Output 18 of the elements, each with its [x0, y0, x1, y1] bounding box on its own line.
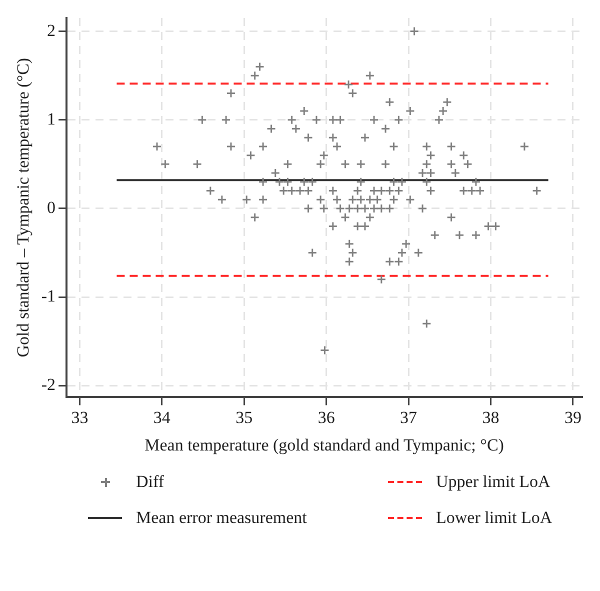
x-axis-title: Mean temperature (gold standard and Tympanic; °C)	[144, 435, 504, 454]
y-axis-title: Gold standard – Tympanic temperature (°C)	[14, 58, 33, 358]
x-tick-label: 33	[71, 408, 88, 427]
x-tick-label: 34	[153, 408, 171, 427]
y-tick-label: 2	[47, 20, 56, 40]
x-tick-label: 36	[318, 408, 335, 427]
legend-label: Lower limit LoA	[436, 508, 552, 528]
legend-label: Upper limit LoA	[436, 472, 550, 492]
x-tick-label: 35	[236, 408, 253, 427]
y-tick-label: -1	[41, 286, 56, 306]
y-tick-label: -2	[41, 375, 56, 394]
legend-label: Mean error measurement	[136, 508, 307, 528]
legend-label: Diff	[136, 472, 164, 492]
x-tick-label: 39	[564, 408, 582, 427]
y-tick-label: 0	[47, 198, 56, 217]
x-tick-label: 37	[400, 408, 418, 427]
x-tick-label: 38	[482, 408, 500, 427]
y-tick-label: 1	[47, 109, 56, 128]
